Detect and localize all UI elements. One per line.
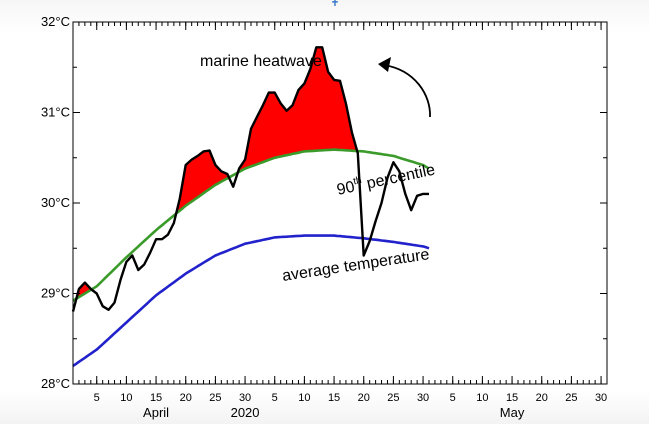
observed-temperature-line xyxy=(71,46,429,312)
x-tick-label: 15 xyxy=(506,392,518,404)
top-cursor-marker: ╋ xyxy=(332,0,338,6)
heatwave-fill-region-2 xyxy=(237,47,357,173)
x-tick-label: 30 xyxy=(595,392,607,404)
x-tick-label: 20 xyxy=(536,392,548,404)
axis-ticks xyxy=(72,21,608,385)
x-tick-label: 15 xyxy=(328,392,340,404)
y-tick-label: 28°C xyxy=(41,376,70,391)
svg-text:90th percentile: 90th percentile xyxy=(335,160,437,199)
heatwave-arrow-shaft xyxy=(383,64,431,118)
month-label: 2020 xyxy=(231,405,260,420)
x-tick-label: 25 xyxy=(387,392,399,404)
x-tick-label: 5 xyxy=(94,392,100,404)
y-axis-tick-labels: 28°C 29°C 30°C 31°C 32°C xyxy=(41,14,70,391)
x-tick-label: 10 xyxy=(120,392,132,404)
x-tick-label: 10 xyxy=(298,392,310,404)
x-tick-label: 5 xyxy=(272,392,278,404)
x-tick-label: 30 xyxy=(239,392,251,404)
heatwave-fill-layer xyxy=(76,47,357,299)
x-tick-label: 20 xyxy=(358,392,370,404)
heatwave-arrow-head xyxy=(378,57,391,72)
x-axis-tick-labels: 5 10 15 20 25 30 5 10 15 20 25 30 5 10 15 20 25 30 xyxy=(94,392,608,404)
y-tick-label: 31°C xyxy=(41,105,70,120)
month-label: April xyxy=(143,405,169,420)
y-tick-label: 29°C xyxy=(41,286,70,301)
y-tick-label: 32°C xyxy=(41,14,70,29)
y-tick-label: 30°C xyxy=(41,195,70,210)
x-tick-label: 30 xyxy=(417,392,429,404)
average-temperature-label: average temperature xyxy=(281,246,431,285)
percentile-90-line xyxy=(72,148,430,302)
x-tick-label: 15 xyxy=(150,392,162,404)
percentile-label: 90th percentile xyxy=(335,160,437,199)
x-tick-label: 25 xyxy=(209,392,221,404)
x-axis-month-labels: April 2020 May xyxy=(143,405,525,420)
x-tick-label: 5 xyxy=(450,392,456,404)
x-tick-label: 25 xyxy=(565,392,577,404)
month-label: May xyxy=(500,405,525,420)
marine-heatwave-label: marine heatwave xyxy=(200,53,322,70)
x-tick-label: 20 xyxy=(180,392,192,404)
x-tick-label: 10 xyxy=(476,392,488,404)
plot-area-border xyxy=(72,21,608,385)
